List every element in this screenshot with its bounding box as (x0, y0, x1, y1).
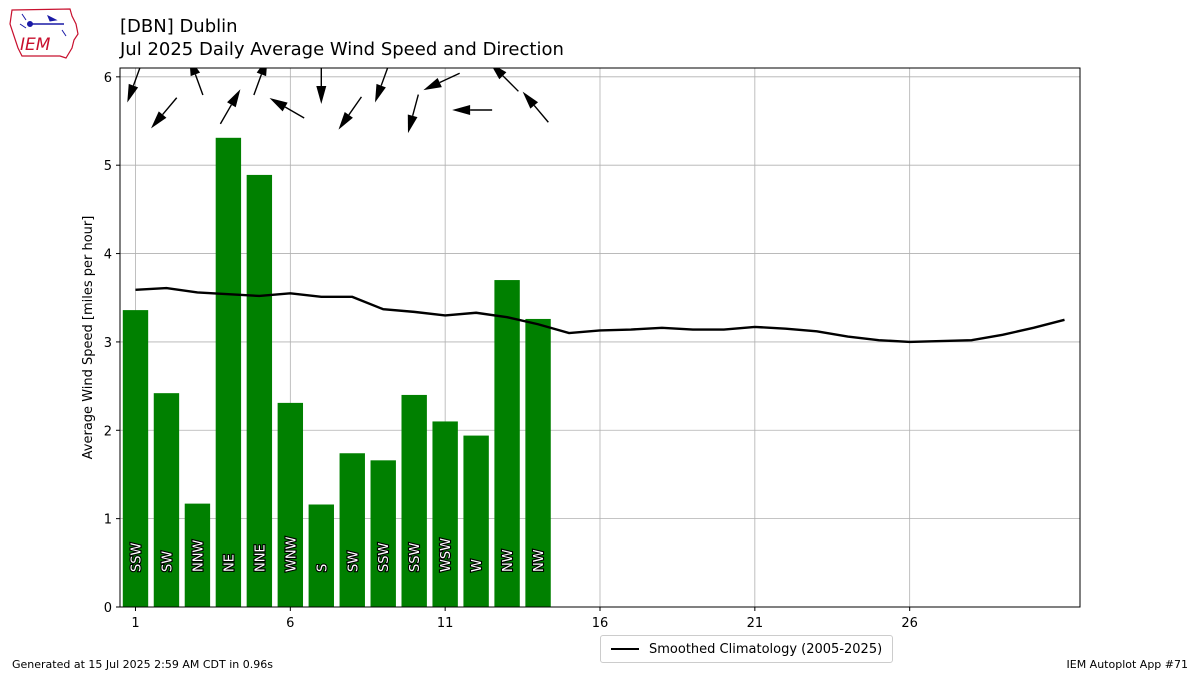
wind-arrow-head (338, 112, 353, 130)
wind-speed-bar (432, 421, 458, 607)
wind-speed-bar (525, 318, 551, 607)
wind-arrow-head (256, 68, 268, 77)
direction-label: SW (160, 551, 175, 572)
x-tick-label: 1 (131, 616, 139, 631)
app-id-label: IEM Autoplot App #71 (1066, 658, 1189, 671)
wind-arrow-head (269, 98, 288, 112)
legend-label: Smoothed Climatology (2005-2025) (649, 641, 883, 657)
x-tick-label: 16 (592, 616, 609, 631)
direction-label: SSW (377, 542, 392, 572)
wind-arrow-icon (219, 89, 241, 125)
climatology-line (135, 286, 1065, 344)
y-tick-label: 1 (104, 513, 112, 528)
wind-arrow-icon (423, 72, 460, 91)
wind-arrow-head (522, 91, 539, 109)
generated-timestamp: Generated at 15 Jul 2025 2:59 AM CDT in … (12, 658, 273, 671)
wind-arrow-shaft (411, 94, 420, 116)
wind-arrow-shaft (348, 96, 363, 116)
y-tick-label: 6 (104, 71, 112, 86)
x-tick-label: 21 (747, 616, 764, 631)
wind-arrow-icon (253, 68, 268, 96)
wind-speed-bar (153, 393, 180, 607)
wind-arrow-icon (189, 68, 204, 96)
wind-arrow-head (227, 89, 241, 108)
wind-speed-bar (339, 453, 365, 607)
wind-arrow-icon (269, 98, 305, 119)
wind-arrow-shaft (219, 104, 232, 125)
wind-arrow-icon (490, 68, 519, 92)
x-tick-label: 6 (286, 616, 294, 631)
wind-arrow-head (127, 83, 139, 103)
wind-speed-bar (184, 503, 211, 607)
weather-station-icon (19, 13, 67, 37)
wind-arrow-shaft (439, 72, 460, 84)
wind-speed-bar (246, 174, 273, 608)
direction-label: S (315, 564, 330, 572)
direction-label: NE (222, 554, 237, 572)
wind-speed-bar (215, 137, 242, 607)
y-axis-label: Average Wind Speed [miles per hour] (81, 216, 96, 460)
y-tick-label: 2 (104, 424, 112, 439)
wind-arrow-shaft (284, 106, 305, 119)
iowa-outline-icon (9, 8, 79, 59)
direction-label: WSW (439, 538, 454, 572)
wind-arrow-head (423, 78, 442, 91)
chart-legend: Smoothed Climatology (2005-2025) (600, 635, 894, 663)
x-tick-label: 26 (901, 616, 918, 631)
iem-logo: IEM (9, 8, 79, 59)
wind-arrow-shaft (502, 75, 519, 92)
wind-arrow-shaft (253, 74, 263, 96)
wind-arrow-icon (452, 105, 493, 115)
direction-label: SW (346, 551, 361, 572)
y-tick-label: 0 (104, 601, 112, 616)
wind-arrow-head (490, 68, 507, 80)
direction-label: NW (501, 549, 516, 572)
wind-speed-bar (308, 504, 334, 607)
wind-speed-bar (277, 402, 304, 607)
wind-speed-bar (463, 435, 489, 607)
wind-arrow-icon (407, 94, 420, 134)
logo-text: IEM (20, 35, 51, 55)
direction-label: SSW (129, 542, 144, 572)
wind-speed-bar (370, 460, 396, 607)
direction-label: WNW (284, 536, 299, 572)
x-tick-label: 11 (437, 616, 454, 631)
wind-arrow-shaft (194, 74, 204, 96)
wind-arrow-head (375, 83, 386, 103)
y-tick-label: 4 (104, 248, 112, 263)
wind-arrow-head (189, 68, 201, 77)
wind-arrow-head (316, 86, 327, 104)
wind-arrow-icon (522, 91, 549, 123)
wind-arrow-icon (338, 96, 363, 130)
wind-arrow-icon (127, 68, 142, 103)
wind-arrow-icon (375, 68, 390, 103)
chart-title-station: [DBN] Dublin (120, 16, 238, 37)
wind-arrows (127, 68, 549, 134)
y-tick-label: 3 (104, 336, 112, 351)
direction-label: NNW (191, 540, 206, 572)
wind-speed-bar (401, 394, 427, 607)
wind-arrow-shaft (162, 97, 178, 116)
direction-label: SSW (408, 542, 423, 572)
wind-arrow-shaft (533, 104, 549, 123)
wind-speed-bar (122, 310, 149, 607)
wind-speed-bar (494, 280, 520, 607)
wind-arrow-icon (151, 97, 178, 129)
wind-arrow-head (151, 111, 167, 129)
wind-arrow-icon (316, 68, 327, 104)
direction-label: W (470, 559, 485, 572)
wind-arrow-head (452, 105, 471, 115)
y-tick-label: 5 (104, 159, 112, 174)
wind-arrow-head (407, 114, 418, 134)
chart-title-description: Jul 2025 Daily Average Wind Speed and Di… (120, 39, 564, 60)
legend-line-swatch (611, 648, 639, 650)
direction-label: NW (532, 549, 547, 572)
direction-label: NNE (253, 544, 268, 572)
